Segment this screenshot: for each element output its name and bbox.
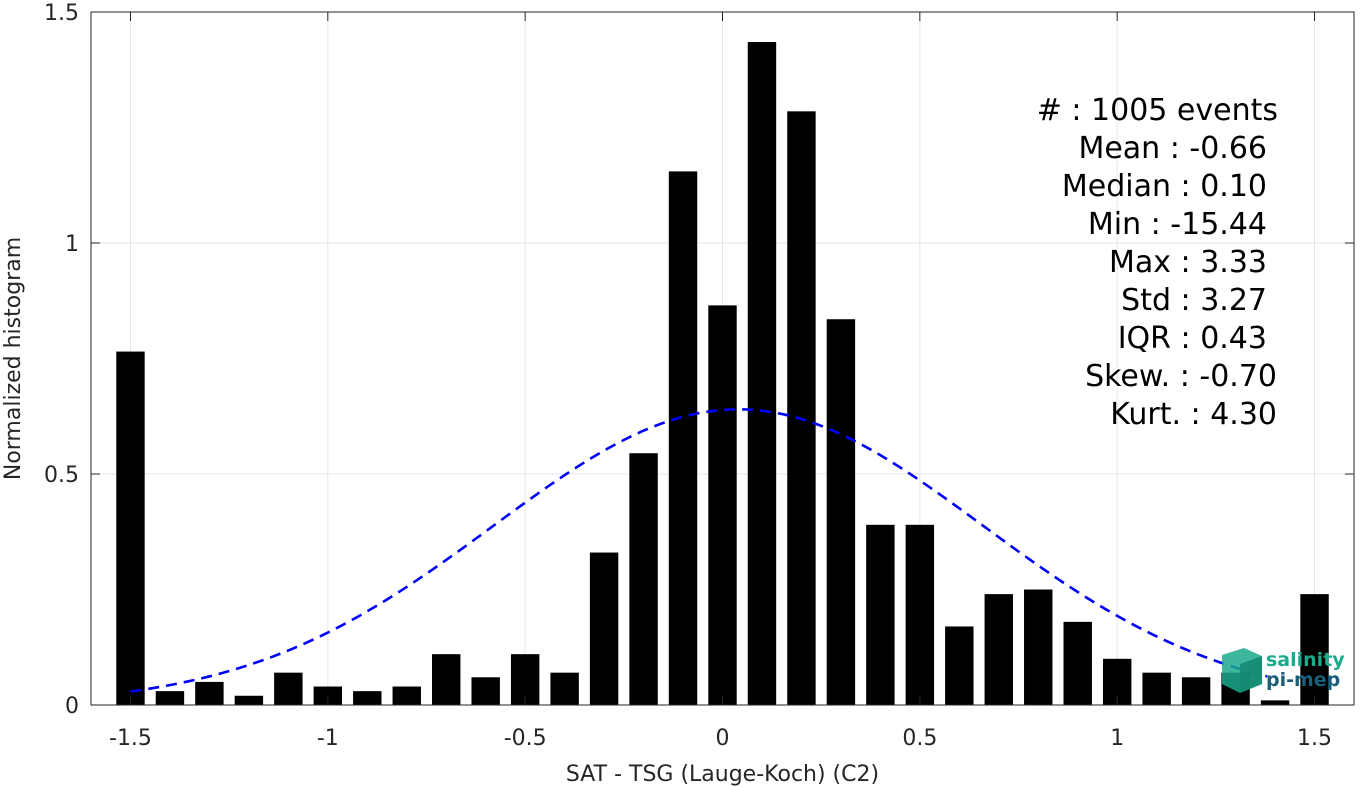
x-tick-label: 0 bbox=[716, 726, 730, 751]
normal-fit-curve bbox=[130, 408, 1268, 693]
y-tick-label: 1.5 bbox=[44, 1, 79, 26]
histogram-bar bbox=[1181, 677, 1211, 705]
histogram-bar bbox=[589, 552, 619, 705]
y-tick-label: 0.5 bbox=[44, 463, 79, 488]
stat-line: Std : 3.27 bbox=[1121, 283, 1267, 318]
y-tick-label: 0 bbox=[65, 694, 79, 719]
histogram-bar bbox=[1024, 589, 1053, 705]
axis-ticks bbox=[91, 11, 1354, 706]
histogram-bar bbox=[195, 681, 224, 705]
histogram-bar bbox=[313, 686, 343, 705]
histogram-bar bbox=[945, 626, 974, 705]
stat-line: Max : 3.33 bbox=[1109, 245, 1267, 280]
histogram-bar bbox=[866, 524, 895, 705]
salinity-pimep-logo: salinity pi-mep bbox=[1222, 648, 1345, 693]
y-axis-label: Normalized histogram bbox=[1, 237, 26, 480]
histogram-bar bbox=[234, 695, 264, 705]
histogram-bar bbox=[1142, 672, 1171, 705]
x-tick-labels: -1.5 -1 -0.5 0 0.5 1 1.5 bbox=[109, 726, 1332, 751]
histogram-bar bbox=[668, 171, 698, 705]
histogram-bar bbox=[708, 305, 737, 705]
histogram-bar bbox=[787, 111, 816, 705]
histogram-bar bbox=[984, 594, 1013, 705]
histogram-bar bbox=[471, 677, 500, 705]
histogram-bar bbox=[826, 319, 856, 705]
histogram-bar bbox=[432, 654, 461, 705]
histogram-bar bbox=[353, 691, 382, 705]
histogram-bars bbox=[116, 42, 1329, 705]
histogram-bar bbox=[274, 672, 303, 705]
y-tick-labels: 0 0.5 1 1.5 bbox=[44, 1, 79, 719]
histogram-bar bbox=[629, 453, 658, 705]
logo-cube-shade bbox=[1240, 656, 1262, 693]
x-axis-label: SAT - TSG (Lauge-Koch) (C2) bbox=[566, 762, 879, 787]
y-tick-label: 1 bbox=[65, 232, 79, 257]
stat-line: Median : 0.10 bbox=[1062, 169, 1267, 204]
histogram-bar bbox=[155, 691, 185, 705]
stat-line: Min : -15.44 bbox=[1088, 207, 1267, 242]
stat-line: Mean : -0.66 bbox=[1078, 131, 1267, 166]
histogram-bar bbox=[116, 351, 145, 705]
x-tick-label: -0.5 bbox=[504, 726, 547, 751]
histogram-bar bbox=[747, 42, 777, 705]
logo-text-salinity: salinity bbox=[1266, 649, 1345, 671]
x-tick-label: 0.5 bbox=[902, 726, 937, 751]
logo-text-pimep: pi-mep bbox=[1266, 669, 1340, 691]
histogram-bar bbox=[1300, 594, 1329, 705]
x-tick-label: -1 bbox=[317, 726, 339, 751]
histogram-bar bbox=[550, 672, 579, 705]
stat-line: Skew. : -0.70 bbox=[1085, 359, 1277, 394]
stat-line: # : 1005 events bbox=[1037, 93, 1278, 128]
stat-line: IQR : 0.43 bbox=[1118, 321, 1267, 356]
histogram-bar bbox=[1260, 700, 1290, 705]
histogram-bar bbox=[905, 524, 935, 705]
stat-line: Kurt. : 4.30 bbox=[1110, 397, 1277, 432]
x-tick-label: 1.5 bbox=[1297, 726, 1332, 751]
x-tick-label: -1.5 bbox=[109, 726, 152, 751]
histogram-bar bbox=[392, 686, 421, 705]
x-tick-label: 1 bbox=[1110, 726, 1124, 751]
histogram-bar bbox=[1063, 621, 1092, 705]
